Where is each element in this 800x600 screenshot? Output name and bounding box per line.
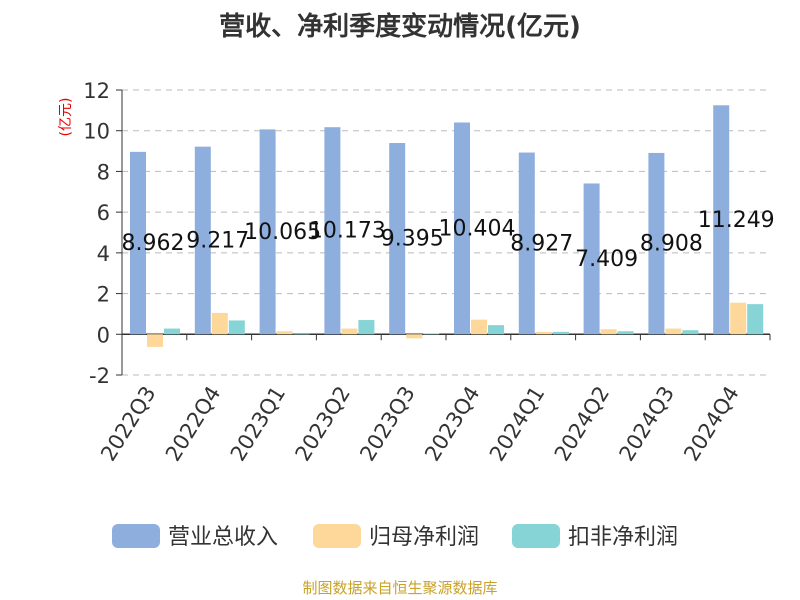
legend: 营业总收入 归母净利润 扣非净利润	[112, 524, 678, 550]
x-tick-label: 2022Q4	[161, 382, 226, 465]
x-tick-label: 2023Q2	[291, 382, 356, 465]
bar-2023Q4-扣非净利润	[488, 325, 504, 335]
data-source-note: 制图数据来自恒生聚源数据库	[302, 579, 498, 597]
x-tick-label: 2024Q4	[679, 382, 744, 465]
bar-2022Q3-扣非净利润	[164, 328, 180, 335]
y-tick-label: 12	[83, 79, 110, 103]
bars	[130, 105, 764, 347]
bar-2023Q3-扣非净利润	[423, 333, 440, 335]
bar-2024Q2-扣非净利润	[617, 331, 634, 335]
legend-swatch	[512, 524, 560, 548]
bar-2024Q1-扣非净利润	[552, 331, 569, 335]
bar-2024Q1-营业总收入	[518, 152, 535, 335]
x-tick-label: 2024Q1	[485, 382, 550, 465]
x-tick-label: 2022Q3	[96, 382, 161, 465]
bar-2024Q3-营业总收入	[648, 152, 665, 335]
bar-2024Q4-归母净利润	[730, 302, 747, 335]
legend-label: 营业总收入	[168, 525, 278, 550]
x-tick-label: 2023Q3	[355, 382, 420, 465]
bar-2022Q3-归母净利润	[147, 334, 163, 347]
bar-2023Q2-归母净利润	[341, 328, 358, 335]
data-label: 9.217	[186, 228, 249, 253]
bar-2023Q1-归母净利润	[276, 331, 293, 335]
x-tick-label: 2024Q3	[615, 382, 680, 465]
bar-2022Q4-归母净利润	[211, 312, 228, 335]
y-tick-label: -2	[89, 364, 110, 388]
bar-2024Q3-归母净利润	[665, 328, 682, 335]
data-label: 10.404	[439, 216, 516, 241]
data-label: 10.065	[244, 220, 321, 245]
bar-2023Q4-归母净利润	[471, 319, 487, 335]
data-label: 8.962	[122, 231, 185, 256]
y-tick-label: 4	[97, 242, 110, 266]
bar-2024Q3-扣非净利润	[682, 330, 699, 335]
bar-2022Q4-扣非净利润	[228, 320, 245, 335]
data-label: 8.908	[640, 232, 703, 257]
x-tick-label: 2024Q2	[550, 382, 615, 465]
data-label: 7.409	[575, 247, 638, 272]
bar-2024Q4-扣非净利润	[747, 304, 764, 335]
bar-2022Q4-营业总收入	[194, 146, 211, 335]
legend-label: 归母净利润	[369, 525, 479, 550]
legend-swatch	[313, 524, 361, 548]
data-label: 8.927	[510, 231, 573, 256]
x-tick-label: 2023Q1	[226, 382, 291, 465]
bar-2023Q4-营业总收入	[454, 122, 470, 335]
data-label: 11.249	[698, 208, 775, 233]
bar-2023Q3-归母净利润	[406, 334, 423, 339]
chart-title: 营收、净利季度变动情况(亿元)	[219, 12, 581, 42]
bar-2024Q2-营业总收入	[583, 183, 600, 335]
bar-2024Q1-归母净利润	[535, 331, 552, 335]
y-axis-title: (亿元)	[58, 98, 74, 137]
data-label: 9.395	[381, 227, 444, 252]
bar-2024Q4-营业总收入	[713, 105, 730, 335]
y-tick-label: 10	[83, 120, 110, 144]
bar-2023Q1-扣非净利润	[293, 333, 310, 335]
data-labels: 8.962 9.21710.06510.1739.39510.4048.9277.…	[122, 208, 775, 272]
data-label: 10.173	[309, 219, 386, 244]
bar-2022Q3-营业总收入	[130, 151, 146, 335]
y-tick-label: 8	[97, 160, 110, 184]
y-tick-label: 0	[97, 323, 110, 347]
legend-swatch	[112, 524, 160, 548]
y-tick-label: 2	[97, 283, 110, 307]
bar-2024Q2-归母净利润	[600, 329, 617, 335]
bar-2023Q2-营业总收入	[324, 127, 341, 335]
x-tick-label: 2023Q4	[420, 382, 485, 465]
bar-2023Q1-营业总收入	[259, 129, 276, 335]
legend-label: 扣非净利润	[568, 525, 678, 550]
bar-2023Q3-营业总收入	[389, 143, 406, 335]
y-tick-label: 6	[97, 201, 110, 225]
bar-2023Q2-扣非净利润	[358, 320, 375, 335]
